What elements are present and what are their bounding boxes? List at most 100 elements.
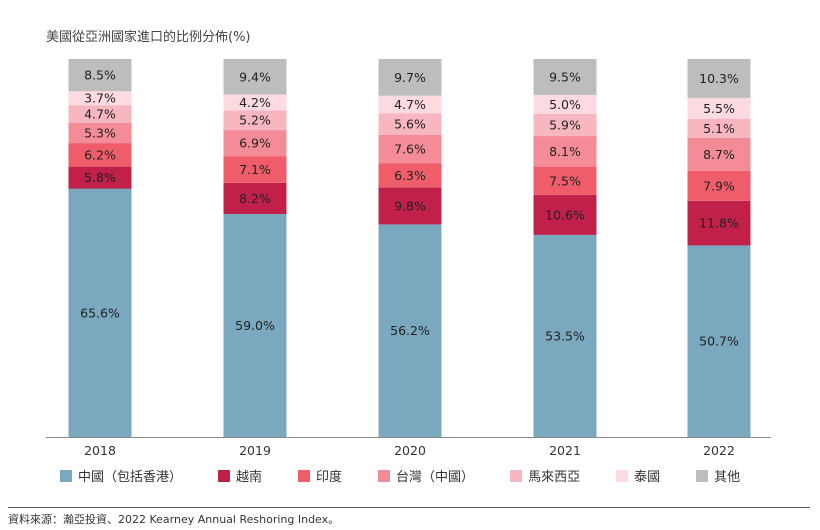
- bar-segment-2021-2: [533, 166, 597, 195]
- segment-label-2021-4: 5.9%: [549, 117, 581, 132]
- segment-label-2018-5: 3.7%: [84, 91, 116, 106]
- segment-label-2021-0: 53.5%: [545, 329, 585, 344]
- segment-labels-layer: 65.6% 5.8% 6.2% 5.3% 4.7% 3.7% 8.5% 59.0% 8.2% 7.…: [80, 68, 739, 349]
- legend-swatch: [696, 469, 709, 482]
- segment-label-2019-2: 7.1%: [239, 162, 271, 177]
- legend-swatch: [60, 469, 72, 482]
- source-note: 資料來源：瀚亞投資、2022 Kearney Annual Reshoring …: [8, 513, 340, 526]
- segment-label-2020-4: 5.6%: [394, 117, 426, 132]
- segment-label-2019-3: 6.9%: [239, 136, 271, 151]
- segment-label-2022-1: 11.8%: [699, 216, 739, 231]
- segment-label-2019-6: 9.4%: [239, 69, 271, 84]
- bar-segment-2022-5: [687, 97, 751, 119]
- x-tick-label-2021: 2021: [549, 443, 581, 458]
- segment-label-2020-5: 4.7%: [394, 97, 426, 112]
- bar-segment-2021-5: [533, 94, 597, 114]
- segment-label-2018-6: 8.5%: [84, 68, 116, 83]
- legend-label: 台灣（中國）: [396, 470, 475, 485]
- segment-label-2021-2: 7.5%: [549, 173, 581, 188]
- bars-layer: [68, 59, 751, 437]
- segment-label-2019-1: 8.2%: [239, 191, 271, 206]
- segment-label-2019-4: 5.2%: [239, 113, 271, 128]
- bar-segment-2019-0: [223, 214, 287, 437]
- segment-label-2020-6: 9.7%: [394, 70, 426, 85]
- legend-swatch: [298, 469, 311, 482]
- bar-segment-2018-0: [68, 188, 132, 437]
- legend-swatch: [218, 469, 231, 482]
- legend-label: 馬來西亞: [528, 470, 581, 485]
- x-tick-label-2018: 2018: [84, 443, 116, 458]
- bar-segment-2018-3: [68, 123, 132, 144]
- bar-segment-2022-1: [687, 200, 751, 246]
- segment-label-2018-3: 5.3%: [84, 126, 116, 141]
- bar-segment-2019-2: [223, 156, 287, 183]
- bar-segment-2022-6: [687, 59, 751, 98]
- legend-item-1: 越南: [218, 466, 262, 485]
- legend-swatch: [510, 469, 523, 482]
- bar-segment-2020-2: [378, 163, 442, 188]
- bar-segment-2020-1: [378, 187, 442, 225]
- bar-segment-2022-3: [687, 138, 751, 171]
- segment-label-2019-5: 4.2%: [239, 95, 271, 110]
- bar-segment-2021-4: [533, 113, 597, 137]
- segment-label-2022-3: 8.7%: [703, 147, 735, 162]
- bar-segment-2022-4: [687, 118, 751, 138]
- bar-segment-2020-0: [378, 224, 442, 437]
- legend-item-4: 馬來西亞: [510, 466, 580, 485]
- x-tick-label-2022: 2022: [703, 443, 735, 458]
- bar-segment-2019-5: [223, 94, 287, 111]
- legend-label: 印度: [316, 470, 343, 485]
- bar-segment-2020-5: [378, 95, 442, 114]
- stacked-bar-chart: 65.6% 5.8% 6.2% 5.3% 4.7% 3.7% 8.5% 59.0% 8.2% 7.…: [46, 59, 771, 458]
- bar-segment-2021-6: [533, 59, 597, 95]
- x-tick-labels: 2018 2019 2020 2021 2022: [84, 443, 735, 458]
- bar-segment-2019-1: [223, 183, 287, 214]
- bar-segment-2018-5: [68, 91, 132, 106]
- bar-segment-2022-0: [687, 245, 751, 437]
- bar-segment-2020-3: [378, 134, 442, 164]
- legend-item-5: 泰國: [616, 466, 660, 485]
- bar-segment-2020-4: [378, 113, 442, 135]
- bar-segment-2020-6: [378, 59, 442, 96]
- segment-label-2021-1: 10.6%: [545, 208, 585, 223]
- bar-segment-2022-2: [687, 170, 751, 201]
- segment-label-2020-0: 56.2%: [390, 323, 430, 338]
- legend: 中國（包括香港） 越南 印度 台灣（中國） 馬來西亞 泰國 其他: [60, 466, 776, 485]
- legend-item-6: 其他: [696, 466, 740, 485]
- segment-label-2022-4: 5.1%: [703, 121, 735, 136]
- bar-segment-2018-1: [68, 166, 132, 189]
- segment-label-2018-2: 6.2%: [84, 147, 116, 162]
- legend-label: 泰國: [634, 470, 661, 485]
- segment-label-2018-0: 65.6%: [80, 305, 120, 320]
- bar-segment-2018-2: [68, 143, 132, 167]
- segment-label-2020-1: 9.8%: [394, 198, 426, 213]
- segment-label-2018-1: 5.8%: [84, 170, 116, 185]
- segment-label-2020-2: 6.3%: [394, 168, 426, 183]
- segment-label-2020-3: 7.6%: [394, 142, 426, 157]
- x-tick-label-2020: 2020: [394, 443, 426, 458]
- legend-item-0: 中國（包括香港）: [60, 466, 182, 485]
- bar-segment-2018-4: [68, 105, 132, 123]
- bar-segment-2021-0: [533, 235, 597, 437]
- bar-segment-2019-4: [223, 110, 287, 131]
- segment-label-2022-5: 5.5%: [703, 101, 735, 116]
- legend-label: 中國（包括香港）: [78, 470, 183, 485]
- segment-label-2021-6: 9.5%: [549, 69, 581, 84]
- bar-segment-2019-6: [223, 59, 287, 95]
- legend-item-3: 台灣（中國）: [378, 466, 474, 485]
- bar-segment-2021-1: [533, 194, 597, 235]
- legend-swatch: [378, 469, 391, 482]
- legend-label: 越南: [236, 470, 263, 485]
- segment-label-2022-6: 10.3%: [699, 71, 739, 86]
- segment-label-2022-2: 7.9%: [703, 178, 735, 193]
- source-divider: [8, 507, 810, 508]
- x-tick-label-2019: 2019: [239, 443, 271, 458]
- chart-title: 美國從亞洲國家進口的比例分佈(%): [46, 30, 251, 45]
- segment-label-2021-3: 8.1%: [549, 144, 581, 159]
- bar-segment-2019-3: [223, 130, 287, 157]
- legend-swatch: [616, 469, 629, 482]
- legend-item-2: 印度: [298, 466, 342, 485]
- bar-segment-2021-3: [533, 136, 597, 167]
- legend-label: 其他: [714, 470, 741, 485]
- segment-label-2019-0: 59.0%: [235, 318, 275, 333]
